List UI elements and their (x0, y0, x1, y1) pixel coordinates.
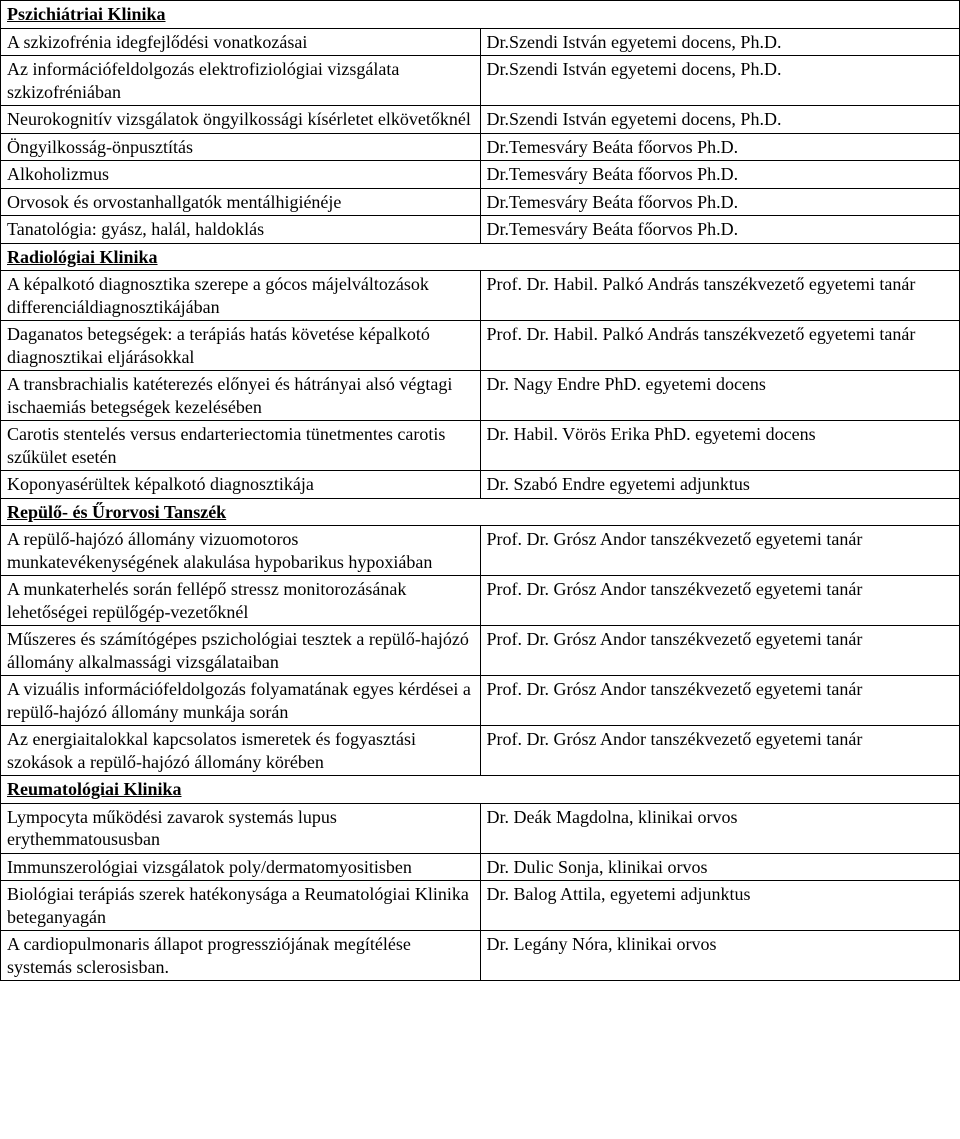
topic-cell: Az energiaitalokkal kapcsolatos ismerete… (1, 726, 481, 776)
table-row: Az energiaitalokkal kapcsolatos ismerete… (1, 726, 960, 776)
section-header: Pszichiátriai Klinika (1, 1, 960, 29)
section-header: Radiológiai Klinika (1, 243, 960, 271)
table-row: Tanatológia: gyász, halál, haldoklásDr.T… (1, 216, 960, 244)
topic-cell: Biológiai terápiás szerek hatékonysága a… (1, 881, 481, 931)
supervisor-cell: Dr. Habil. Vörös Erika PhD. egyetemi doc… (480, 421, 960, 471)
topic-cell: Immunszerológiai vizsgálatok poly/dermat… (1, 853, 481, 881)
supervisor-cell: Dr.Szendi István egyetemi docens, Ph.D. (480, 28, 960, 56)
table-row: Neurokognitív vizsgálatok öngyilkossági … (1, 106, 960, 134)
table-row: Lympocyta működési zavarok systemás lupu… (1, 803, 960, 853)
table-row: Orvosok és orvostanhallgatók mentálhigié… (1, 188, 960, 216)
table-row: A képalkotó diagnosztika szerepe a gócos… (1, 271, 960, 321)
table-row: A repülő-hajózó állomány vizuomotoros mu… (1, 526, 960, 576)
supervisor-cell: Dr.Szendi István egyetemi docens, Ph.D. (480, 56, 960, 106)
supervisor-cell: Prof. Dr. Grósz Andor tanszékvezető egye… (480, 526, 960, 576)
supervisor-cell: Dr. Legány Nóra, klinikai orvos (480, 931, 960, 981)
topics-table: Pszichiátriai KlinikaA szkizofrénia ideg… (0, 0, 960, 981)
table-row: Carotis stentelés versus endarteriectomi… (1, 421, 960, 471)
section-header: Reumatológiai Klinika (1, 776, 960, 804)
table-row: Műszeres és számítógépes pszichológiai t… (1, 626, 960, 676)
table-row: Daganatos betegségek: a terápiás hatás k… (1, 321, 960, 371)
topic-cell: A képalkotó diagnosztika szerepe a gócos… (1, 271, 481, 321)
supervisor-cell: Prof. Dr. Grósz Andor tanszékvezető egye… (480, 626, 960, 676)
topic-cell: A transbrachialis katéterezés előnyei és… (1, 371, 481, 421)
topic-cell: Neurokognitív vizsgálatok öngyilkossági … (1, 106, 481, 134)
table-row: Immunszerológiai vizsgálatok poly/dermat… (1, 853, 960, 881)
supervisor-cell: Dr. Deák Magdolna, klinikai orvos (480, 803, 960, 853)
supervisor-cell: Prof. Dr. Grósz Andor tanszékvezető egye… (480, 726, 960, 776)
table-row: A vizuális információfeldolgozás folyama… (1, 676, 960, 726)
topic-cell: A cardiopulmonaris állapot progressziójá… (1, 931, 481, 981)
table-row: A szkizofrénia idegfejlődési vonatkozása… (1, 28, 960, 56)
supervisor-cell: Dr.Szendi István egyetemi docens, Ph.D. (480, 106, 960, 134)
topic-cell: Orvosok és orvostanhallgatók mentálhigié… (1, 188, 481, 216)
topic-cell: A repülő-hajózó állomány vizuomotoros mu… (1, 526, 481, 576)
topic-cell: Műszeres és számítógépes pszichológiai t… (1, 626, 481, 676)
supervisor-cell: Dr. Nagy Endre PhD. egyetemi docens (480, 371, 960, 421)
topic-cell: Tanatológia: gyász, halál, haldoklás (1, 216, 481, 244)
supervisor-cell: Dr.Temesváry Beáta főorvos Ph.D. (480, 161, 960, 189)
table-row: Koponyasérültek képalkotó diagnosztikája… (1, 471, 960, 499)
section-header: Repülő- és Űrorvosi Tanszék (1, 498, 960, 526)
supervisor-cell: Dr. Szabó Endre egyetemi adjunktus (480, 471, 960, 499)
topic-cell: Koponyasérültek képalkotó diagnosztikája (1, 471, 481, 499)
supervisor-cell: Dr.Temesváry Beáta főorvos Ph.D. (480, 216, 960, 244)
topic-cell: Alkoholizmus (1, 161, 481, 189)
table-row: Öngyilkosság-önpusztításDr.Temesváry Beá… (1, 133, 960, 161)
supervisor-cell: Prof. Dr. Grósz Andor tanszékvezető egye… (480, 576, 960, 626)
supervisor-cell: Dr.Temesváry Beáta főorvos Ph.D. (480, 188, 960, 216)
supervisor-cell: Prof. Dr. Habil. Palkó András tanszékvez… (480, 321, 960, 371)
topic-cell: A munkaterhelés során fellépő stressz mo… (1, 576, 481, 626)
topic-cell: Öngyilkosság-önpusztítás (1, 133, 481, 161)
supervisor-cell: Prof. Dr. Habil. Palkó András tanszékvez… (480, 271, 960, 321)
table-row: A munkaterhelés során fellépő stressz mo… (1, 576, 960, 626)
table-row: A transbrachialis katéterezés előnyei és… (1, 371, 960, 421)
supervisor-cell: Dr.Temesváry Beáta főorvos Ph.D. (480, 133, 960, 161)
topic-cell: A szkizofrénia idegfejlődési vonatkozása… (1, 28, 481, 56)
table-row: A cardiopulmonaris állapot progressziójá… (1, 931, 960, 981)
table-row: Biológiai terápiás szerek hatékonysága a… (1, 881, 960, 931)
supervisor-cell: Dr. Dulic Sonja, klinikai orvos (480, 853, 960, 881)
supervisor-cell: Dr. Balog Attila, egyetemi adjunktus (480, 881, 960, 931)
topic-cell: Carotis stentelés versus endarteriectomi… (1, 421, 481, 471)
topic-cell: A vizuális információfeldolgozás folyama… (1, 676, 481, 726)
supervisor-cell: Prof. Dr. Grósz Andor tanszékvezető egye… (480, 676, 960, 726)
topic-cell: Daganatos betegségek: a terápiás hatás k… (1, 321, 481, 371)
table-row: AlkoholizmusDr.Temesváry Beáta főorvos P… (1, 161, 960, 189)
topic-cell: Az információfeldolgozás elektrofiziológ… (1, 56, 481, 106)
topic-cell: Lympocyta működési zavarok systemás lupu… (1, 803, 481, 853)
table-row: Az információfeldolgozás elektrofiziológ… (1, 56, 960, 106)
